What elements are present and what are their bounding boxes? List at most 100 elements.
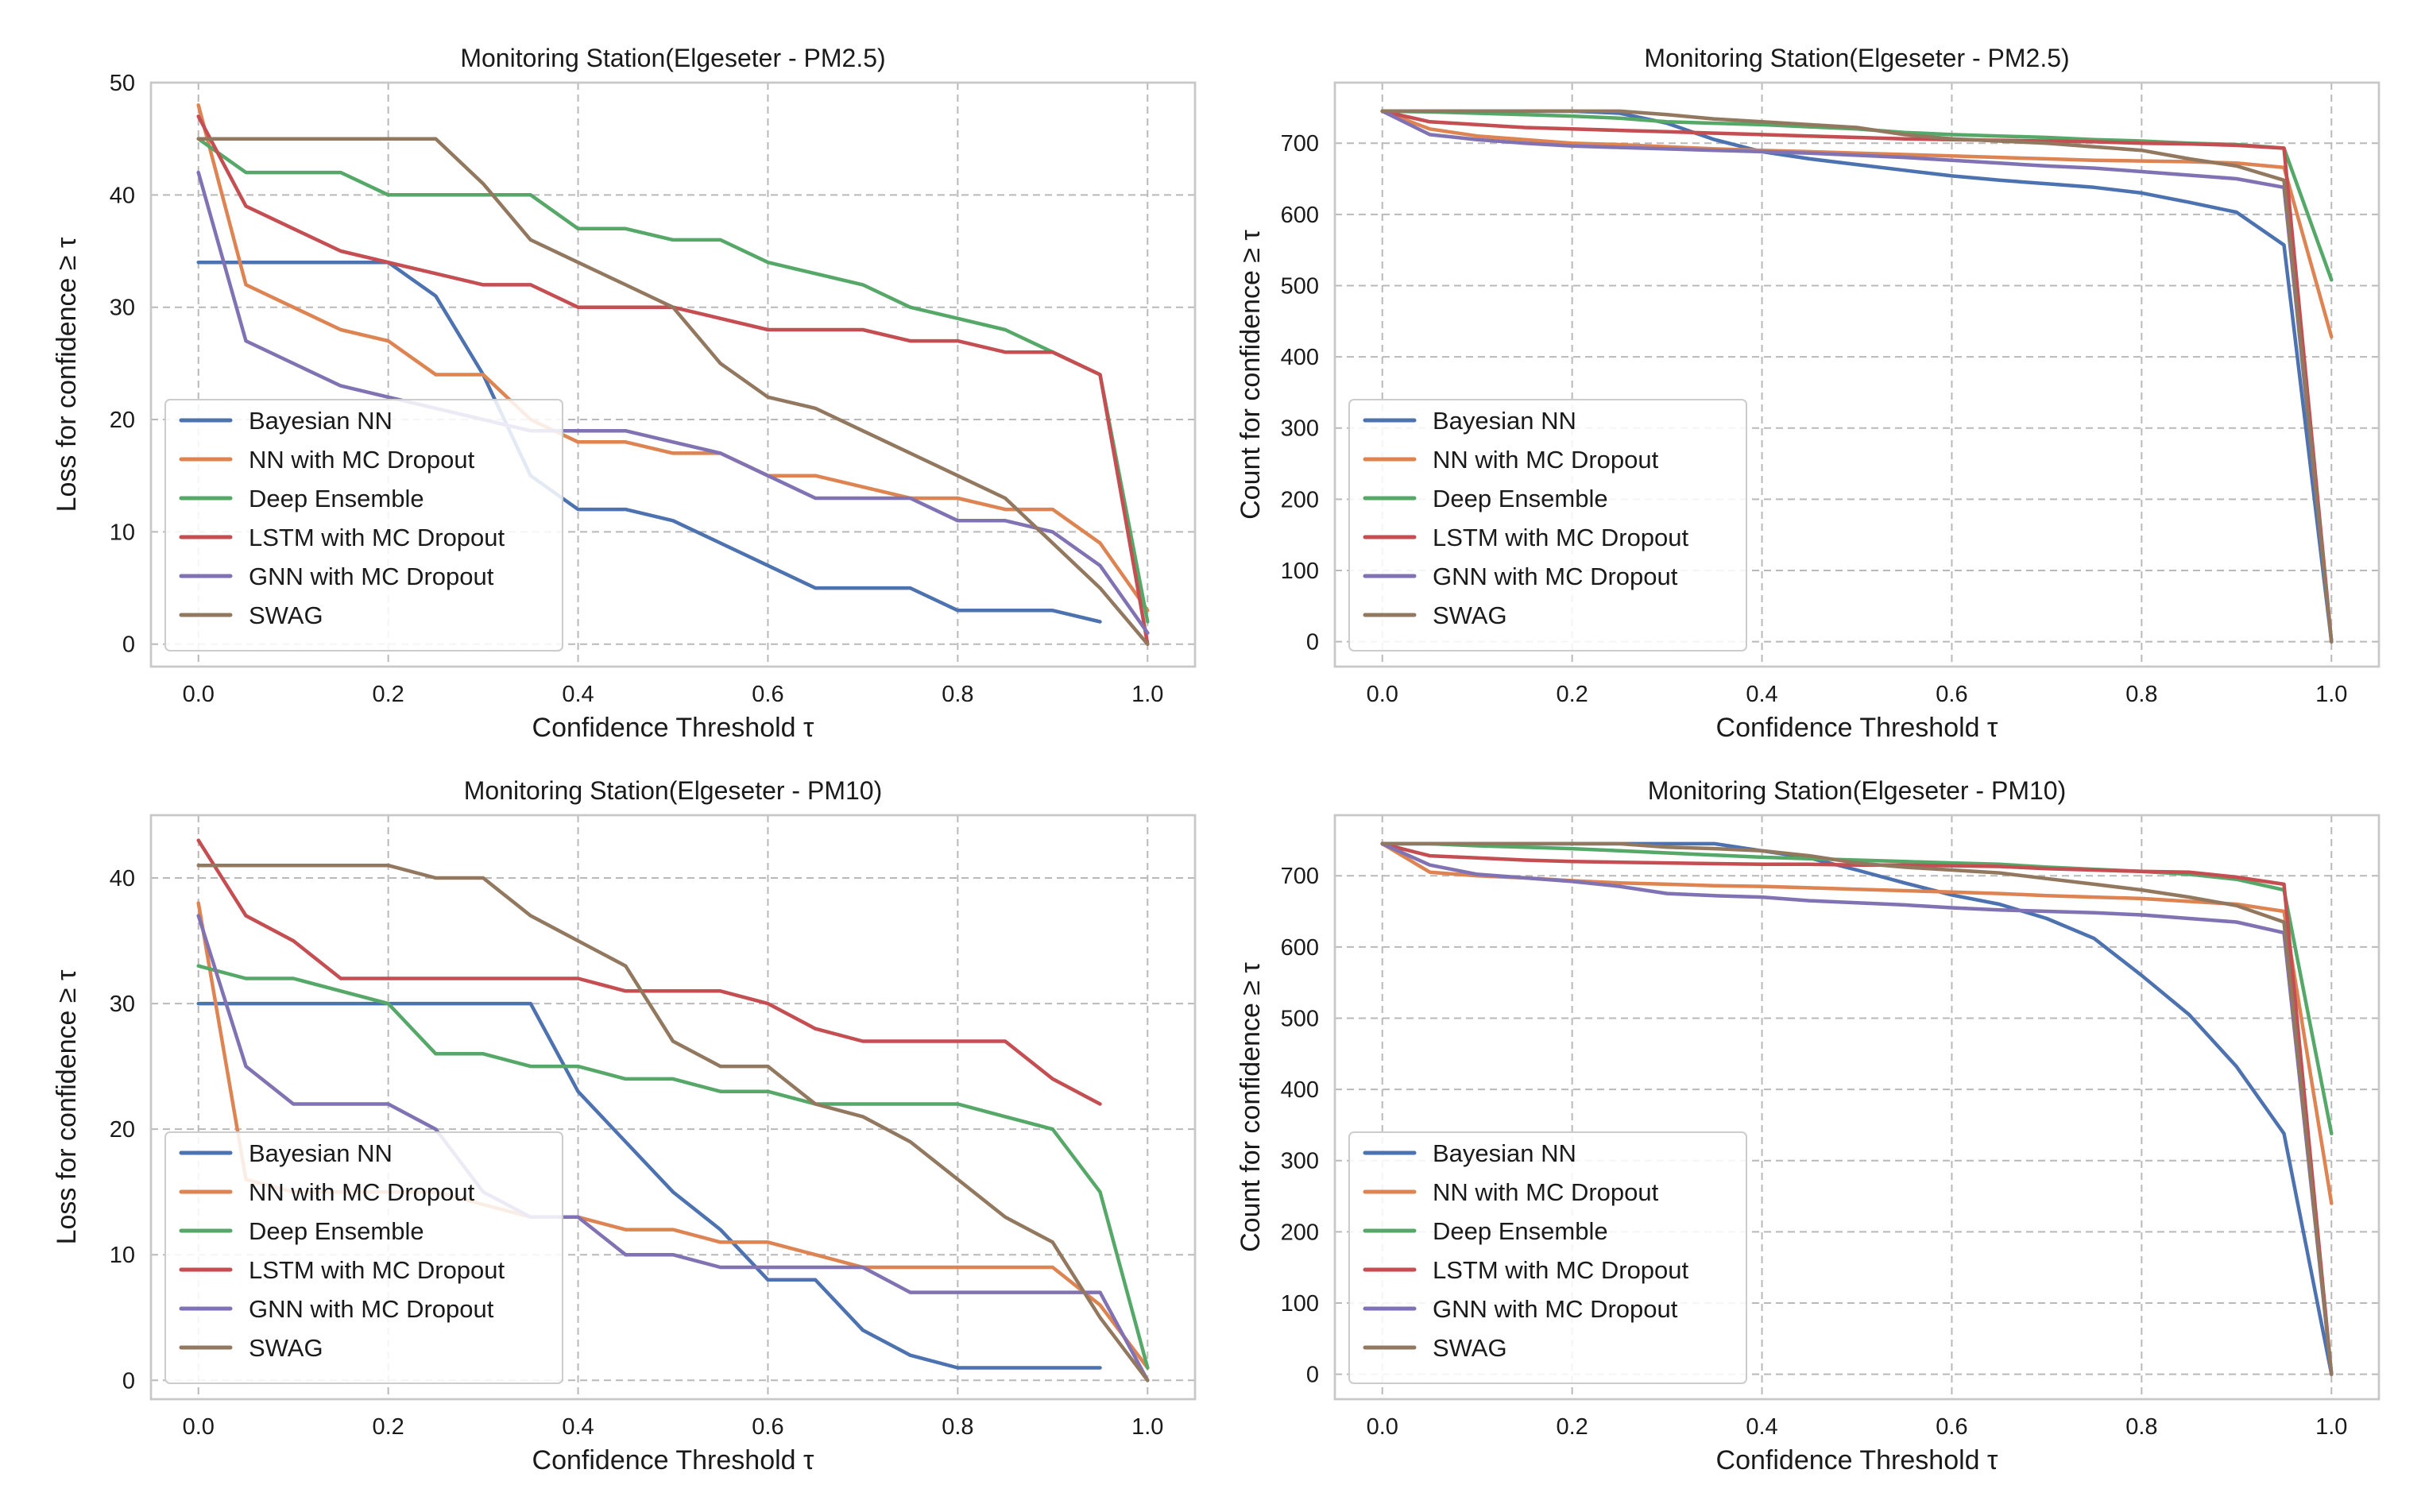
y-tick-label: 300 [1281, 1149, 1319, 1174]
legend-label: LSTM with MC Dropout [1433, 1256, 1689, 1284]
series-line-swag [1380, 841, 2334, 1376]
series-line-nn-with-mc-dropout [1380, 109, 2334, 339]
y-tick-label: 700 [1281, 864, 1319, 889]
x-tick-label: 0.6 [1936, 682, 1967, 707]
chart-title: Monitoring Station(Elgeseter - PM10) [464, 776, 882, 805]
x-tick-label: 1.0 [1131, 1414, 1163, 1440]
x-tick-label: 0.8 [942, 1414, 973, 1440]
series-line-nn-with-mc-dropout [196, 103, 1150, 613]
series-line-gnn-with-mc-dropout [1380, 841, 2334, 1376]
x-tick-label: 0.0 [1367, 682, 1398, 707]
x-axis-label: Confidence Threshold τ [532, 713, 814, 743]
y-tick-label: 20 [110, 1117, 135, 1143]
y-tick-label: 30 [110, 296, 135, 321]
x-tick-label: 0.8 [2125, 682, 2157, 707]
legend-label: LSTM with MC Dropout [249, 524, 505, 551]
y-tick-label: 50 [110, 71, 135, 96]
x-tick-label: 0.6 [752, 1414, 783, 1440]
x-axis-label: Confidence Threshold τ [1716, 1445, 1998, 1475]
legend-box [164, 399, 563, 652]
series-line-swag [196, 137, 1150, 646]
legend-label: Deep Ensemble [1433, 485, 1608, 512]
x-tick-label: 1.0 [1131, 682, 1163, 707]
legend-label: NN with MC Dropout [249, 446, 475, 474]
x-tick-label: 0.0 [183, 682, 215, 707]
y-tick-label: 0 [122, 632, 135, 658]
series-line-swag [196, 863, 1150, 1382]
y-tick-label: 500 [1281, 1006, 1319, 1031]
x-tick-label: 0.6 [1936, 1414, 1967, 1440]
x-tick-label: 0.4 [1746, 1414, 1777, 1440]
y-tick-label: 40 [110, 183, 135, 208]
legend-box [1348, 1131, 1747, 1384]
panel-bottom-left-loss-pm10: 0.0 0.2 0.4 0.6 0.8 1.0 0 10 20 30 40 Monitoring St… [52, 776, 1197, 1475]
y-tick-label: 10 [110, 520, 135, 545]
series-line-gnn-with-mc-dropout [1380, 109, 2334, 644]
y-tick-label: 10 [110, 1243, 135, 1268]
x-tick-label: 0.2 [1556, 1414, 1588, 1440]
panel-bottom-right-count-pm10: 0.0 0.2 0.4 0.6 0.8 1.0 0 100 200 300 400 500 600 700… [1236, 776, 2381, 1475]
series-line-gnn-with-mc-dropout [196, 914, 1150, 1382]
legend-label: SWAG [1433, 1334, 1507, 1362]
y-axis-label: Loss for confidence ≥ τ [52, 969, 82, 1244]
legend-label: Bayesian NN [1433, 407, 1576, 435]
legend-label: GNN with MC Dropout [1433, 563, 1678, 590]
x-tick-label: 0.4 [562, 1414, 594, 1440]
x-tick-label: 0.8 [2125, 1414, 2157, 1440]
y-tick-label: 200 [1281, 1220, 1319, 1245]
legend: Bayesian NN NN with MC Dropout Deep Ensemb… [1348, 399, 1747, 652]
y-axis-label: Count for confidence ≥ τ [1236, 230, 1266, 520]
legend-label: Bayesian NN [249, 407, 393, 435]
y-tick-label: 0 [1306, 1363, 1319, 1388]
series-line-lstm-with-mc-dropout [1380, 841, 2334, 1376]
legend-label: GNN with MC Dropout [249, 1295, 494, 1323]
legend-label: NN with MC Dropout [1433, 446, 1659, 474]
x-tick-label: 0.4 [562, 682, 594, 707]
legend-label: Bayesian NN [1433, 1139, 1576, 1167]
x-tick-label: 0.4 [1746, 682, 1777, 707]
x-axis-label: Confidence Threshold τ [1716, 713, 1998, 743]
chart-title: Monitoring Station(Elgeseter - PM2.5) [1644, 44, 2069, 72]
series-line-bayesian-nn [196, 1001, 1102, 1370]
legend-label: LSTM with MC Dropout [1433, 524, 1689, 551]
y-tick-label: 0 [122, 1368, 135, 1394]
series-line-swag [1380, 109, 2334, 644]
x-tick-label: 0.0 [1367, 1414, 1398, 1440]
legend-box [1348, 399, 1747, 652]
legend-label: GNN with MC Dropout [1433, 1295, 1678, 1323]
y-tick-label: 400 [1281, 1077, 1319, 1103]
legend-label: Deep Ensemble [1433, 1217, 1608, 1245]
x-tick-label: 1.0 [2315, 682, 2347, 707]
plot-border [1333, 814, 2381, 1401]
x-tick-label: 0.2 [372, 682, 404, 707]
series-line-bayesian-nn [196, 260, 1102, 624]
plot-border [1333, 81, 2381, 668]
x-tick-label: 0.0 [183, 1414, 215, 1440]
series-line-deep-ensemble [196, 137, 1150, 624]
y-tick-label: 500 [1281, 273, 1319, 299]
y-tick-label: 40 [110, 866, 135, 891]
x-tick-label: 0.2 [372, 1414, 404, 1440]
series-line-gnn-with-mc-dropout [196, 170, 1150, 635]
x-tick-label: 0.2 [1556, 682, 1588, 707]
x-tick-label: 1.0 [2315, 1414, 2347, 1440]
y-tick-label: 100 [1281, 559, 1319, 584]
y-tick-label: 200 [1281, 487, 1319, 512]
legend: Bayesian NN NN with MC Dropout Deep Ensemb… [164, 1131, 563, 1384]
chart-title: Monitoring Station(Elgeseter - PM10) [1648, 776, 2066, 805]
series-line-lstm-with-mc-dropout [1380, 109, 2334, 644]
legend-label: SWAG [249, 1334, 323, 1362]
x-tick-label: 0.8 [942, 682, 973, 707]
legend-label: Bayesian NN [249, 1139, 393, 1167]
plot-border [149, 81, 1197, 668]
y-tick-label: 300 [1281, 416, 1319, 442]
y-tick-label: 0 [1306, 630, 1319, 655]
panel-top-right-count-pm25: 0.0 0.2 0.4 0.6 0.8 1.0 0 100 200 300 400 500 600 700… [1236, 44, 2381, 743]
legend-label: SWAG [249, 601, 323, 629]
series-line-lstm-with-mc-dropout [196, 838, 1102, 1106]
legend-label: GNN with MC Dropout [249, 563, 494, 590]
y-tick-label: 400 [1281, 345, 1319, 370]
y-tick-label: 600 [1281, 935, 1319, 961]
legend-label: Deep Ensemble [249, 1217, 424, 1245]
